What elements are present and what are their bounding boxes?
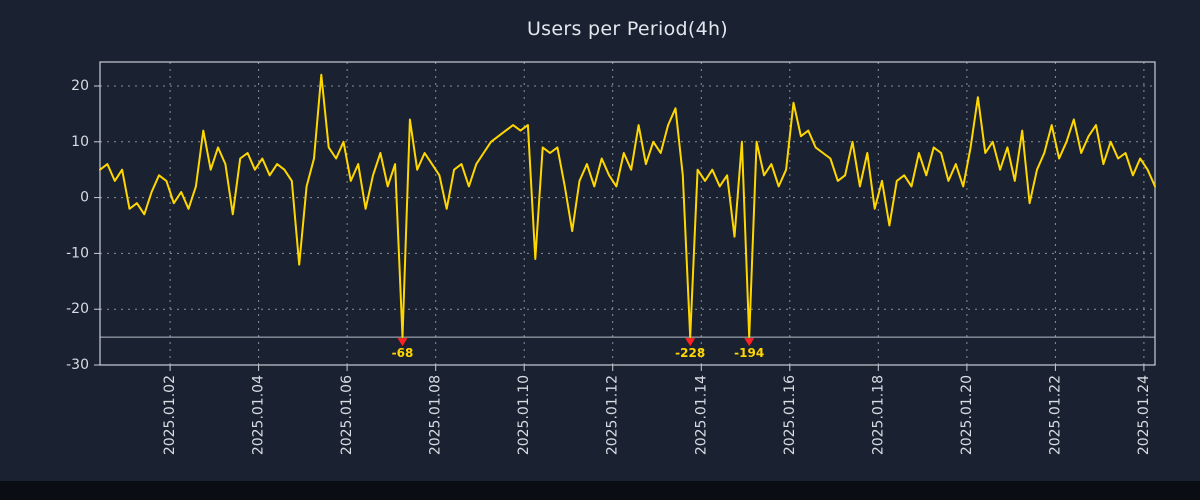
y-tick-label: 20	[71, 78, 89, 94]
x-tick-label: 2025.01.24	[1136, 375, 1152, 455]
y-tick-label: -20	[66, 301, 89, 317]
y-tick-label: 10	[71, 134, 89, 150]
x-tick-label: 2025.01.22	[1047, 375, 1063, 455]
annotation-label: -194	[734, 346, 764, 360]
x-tick-label: 2025.01.20	[959, 375, 975, 455]
series-line-users	[99, 73, 1156, 339]
chart-title: Users per Period(4h)	[526, 18, 729, 40]
x-tick-label: 2025.01.16	[782, 375, 798, 455]
y-tick-label: -30	[66, 357, 89, 373]
spike-marker-icon	[744, 338, 755, 347]
y-tick-label: -10	[66, 245, 89, 261]
annotation-label: -68	[392, 346, 414, 360]
x-tick-label: 2025.01.04	[251, 375, 267, 455]
x-tick-label: 2025.01.14	[693, 375, 709, 455]
bottom-bar	[0, 481, 1200, 500]
spike-marker-icon	[397, 338, 408, 347]
annotation-label: -228	[675, 346, 705, 360]
x-tick-label: 2025.01.18	[870, 375, 886, 455]
x-tick-label: 2025.01.02	[162, 375, 178, 455]
x-tick-label: 2025.01.06	[339, 375, 355, 455]
y-tick-label: 0	[80, 190, 89, 206]
spike-marker-icon	[685, 338, 696, 347]
x-tick-label: 2025.01.12	[605, 375, 621, 455]
x-tick-label: 2025.01.08	[428, 375, 444, 455]
plot-border	[99, 61, 1156, 366]
x-tick-label: 2025.01.10	[516, 375, 532, 455]
